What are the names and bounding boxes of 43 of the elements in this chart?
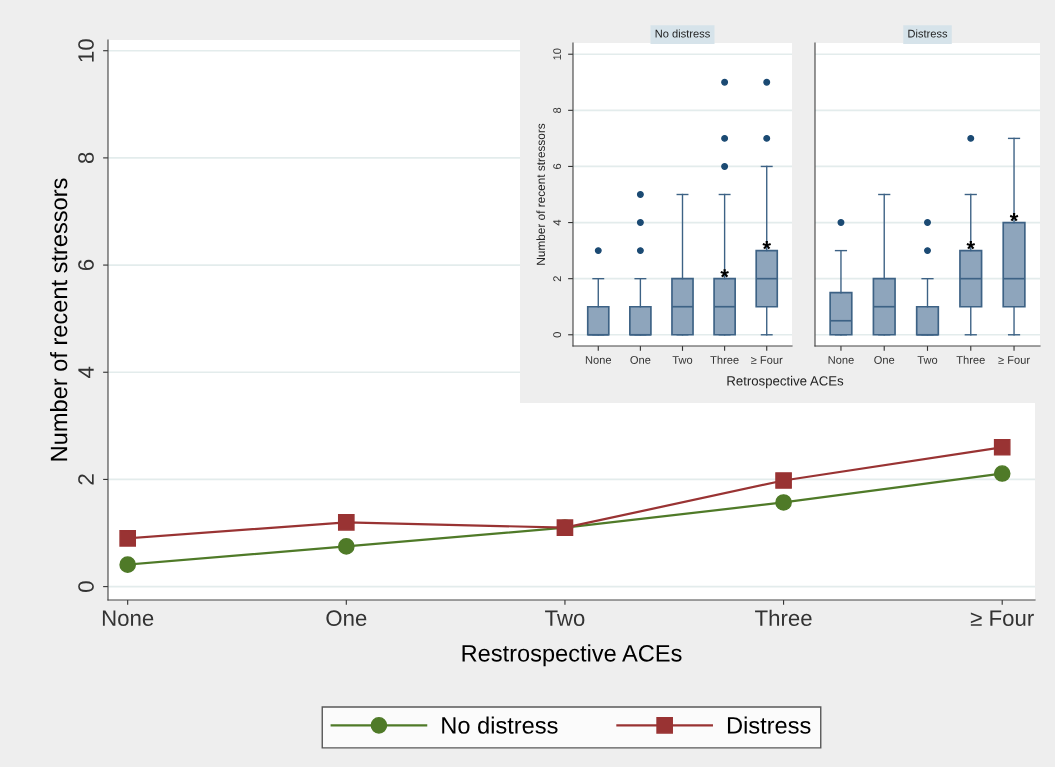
point	[119, 530, 137, 547]
y-tick-label: 2	[78, 474, 94, 485]
x-tick-label: One	[326, 610, 367, 627]
legend-label: No distress	[442, 716, 558, 734]
y-axis-title: Number of recent stressors	[536, 123, 546, 265]
y-tick-label: 6	[78, 259, 94, 271]
x-tick-label: Three	[956, 355, 985, 364]
x-tick-label: ≥ Four	[751, 356, 783, 364]
y-tick-label: 2	[553, 276, 561, 282]
x-axis-title: Retrospective ACEs	[727, 375, 844, 389]
chart-title: Distress	[908, 29, 948, 38]
x-axis-title: Restrospective ACEs	[462, 644, 682, 667]
y-tick-label: 10	[78, 39, 94, 62]
y-tick-label: 4	[78, 366, 94, 378]
legend-label: Distress	[727, 716, 811, 734]
y-axis-title: Number of recent stressors	[50, 178, 68, 461]
x-tick-label: Two	[545, 610, 585, 627]
x-tick-label: None	[102, 610, 154, 627]
point	[775, 494, 792, 511]
y-tick-label: 6	[553, 163, 562, 169]
x-tick-label: Three	[755, 609, 812, 627]
x-tick-label: Three	[710, 355, 739, 364]
x-tick-label: ≥ Four	[970, 610, 1034, 627]
point	[775, 472, 792, 489]
x-tick-label: One	[874, 356, 895, 364]
y-tick-label: 0	[553, 332, 562, 338]
point	[993, 438, 1011, 456]
point	[993, 465, 1011, 482]
x-tick-label: None	[585, 356, 612, 364]
y-tick-label: 8	[553, 107, 562, 113]
x-tick-label: Two	[917, 356, 938, 364]
y-tick-label: 4	[553, 219, 561, 226]
point	[337, 538, 355, 555]
y-tick-label: 8	[78, 152, 94, 164]
point	[119, 556, 137, 573]
x-tick-label: One	[630, 356, 651, 364]
y-tick-label: 0	[78, 581, 94, 592]
x-tick-label: None	[828, 356, 854, 364]
y-tick-label: 10	[553, 48, 562, 60]
chart-title: No distress	[655, 29, 710, 38]
point	[337, 513, 355, 531]
x-tick-label: Two	[672, 356, 693, 364]
x-tick-label: ≥ Four	[998, 356, 1030, 364]
